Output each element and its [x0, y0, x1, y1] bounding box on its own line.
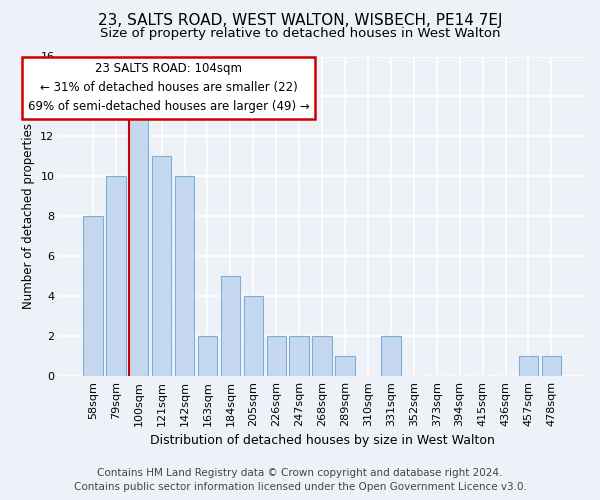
Bar	[244, 296, 263, 376]
Bar	[175, 176, 194, 376]
Text: 23, SALTS ROAD, WEST WALTON, WISBECH, PE14 7EJ: 23, SALTS ROAD, WEST WALTON, WISBECH, PE…	[98, 12, 502, 28]
Bar	[313, 336, 332, 376]
Bar	[106, 176, 125, 376]
Text: Size of property relative to detached houses in West Walton: Size of property relative to detached ho…	[100, 28, 500, 40]
Bar	[221, 276, 240, 376]
Text: 23 SALTS ROAD: 104sqm
← 31% of detached houses are smaller (22)
69% of semi-deta: 23 SALTS ROAD: 104sqm ← 31% of detached …	[28, 62, 310, 114]
X-axis label: Distribution of detached houses by size in West Walton: Distribution of detached houses by size …	[149, 434, 494, 448]
Bar	[542, 356, 561, 376]
Bar	[129, 116, 148, 376]
Bar	[266, 336, 286, 376]
Bar	[83, 216, 103, 376]
Bar	[381, 336, 401, 376]
Bar	[198, 336, 217, 376]
Y-axis label: Number of detached properties: Number of detached properties	[22, 124, 35, 310]
Bar	[518, 356, 538, 376]
Text: Contains HM Land Registry data © Crown copyright and database right 2024.
Contai: Contains HM Land Registry data © Crown c…	[74, 468, 526, 492]
Bar	[335, 356, 355, 376]
Bar	[289, 336, 309, 376]
Bar	[152, 156, 172, 376]
